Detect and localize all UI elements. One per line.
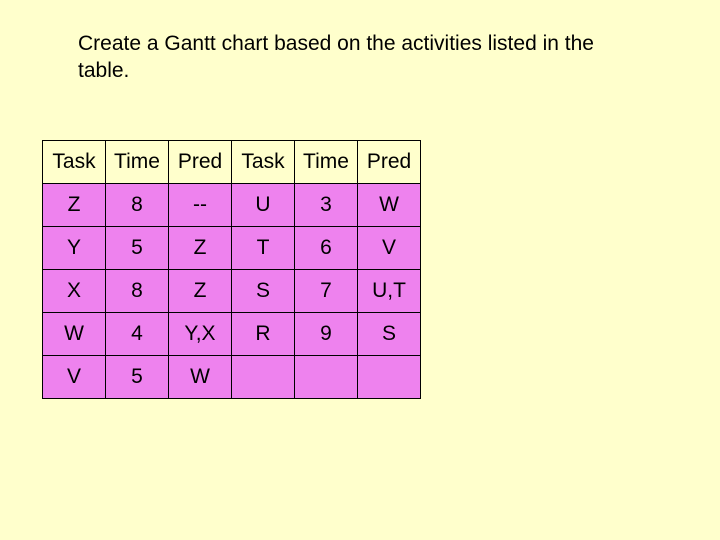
table-row: V 5 W: [43, 356, 421, 399]
cell: Z: [169, 270, 232, 313]
table-row: Y 5 Z T 6 V: [43, 227, 421, 270]
cell: [358, 356, 421, 399]
cell: Y,X: [169, 313, 232, 356]
cell: T: [232, 227, 295, 270]
table-row: W 4 Y,X R 9 S: [43, 313, 421, 356]
cell: 4: [106, 313, 169, 356]
cell: [295, 356, 358, 399]
cell: [232, 356, 295, 399]
cell: U,T: [358, 270, 421, 313]
col-header-time-1: Time: [106, 141, 169, 184]
cell: S: [232, 270, 295, 313]
cell: Z: [43, 184, 106, 227]
cell: --: [169, 184, 232, 227]
table-row: Z 8 -- U 3 W: [43, 184, 421, 227]
cell: 7: [295, 270, 358, 313]
cell: 8: [106, 184, 169, 227]
table-body: Z 8 -- U 3 W Y 5 Z T 6 V X 8: [43, 184, 421, 399]
cell: U: [232, 184, 295, 227]
cell: 5: [106, 356, 169, 399]
col-header-task-2: Task: [232, 141, 295, 184]
table-header: Task Time Pred Task Time Pred: [43, 141, 421, 184]
cell: 8: [106, 270, 169, 313]
activities-table-container: Task Time Pred Task Time Pred Z 8 -- U 3…: [42, 140, 421, 399]
cell: V: [43, 356, 106, 399]
col-header-pred-1: Pred: [169, 141, 232, 184]
cell: V: [358, 227, 421, 270]
slide: Create a Gantt chart based on the activi…: [0, 0, 720, 540]
instruction-text: Create a Gantt chart based on the activi…: [78, 30, 598, 85]
cell: R: [232, 313, 295, 356]
table-header-row: Task Time Pred Task Time Pred: [43, 141, 421, 184]
table-row: X 8 Z S 7 U,T: [43, 270, 421, 313]
col-header-time-2: Time: [295, 141, 358, 184]
cell: X: [43, 270, 106, 313]
cell: 6: [295, 227, 358, 270]
cell: 3: [295, 184, 358, 227]
cell: W: [358, 184, 421, 227]
cell: S: [358, 313, 421, 356]
col-header-pred-2: Pred: [358, 141, 421, 184]
col-header-task-1: Task: [43, 141, 106, 184]
cell: W: [169, 356, 232, 399]
cell: 5: [106, 227, 169, 270]
activities-table: Task Time Pred Task Time Pred Z 8 -- U 3…: [42, 140, 421, 399]
cell: Z: [169, 227, 232, 270]
cell: W: [43, 313, 106, 356]
cell: Y: [43, 227, 106, 270]
cell: 9: [295, 313, 358, 356]
